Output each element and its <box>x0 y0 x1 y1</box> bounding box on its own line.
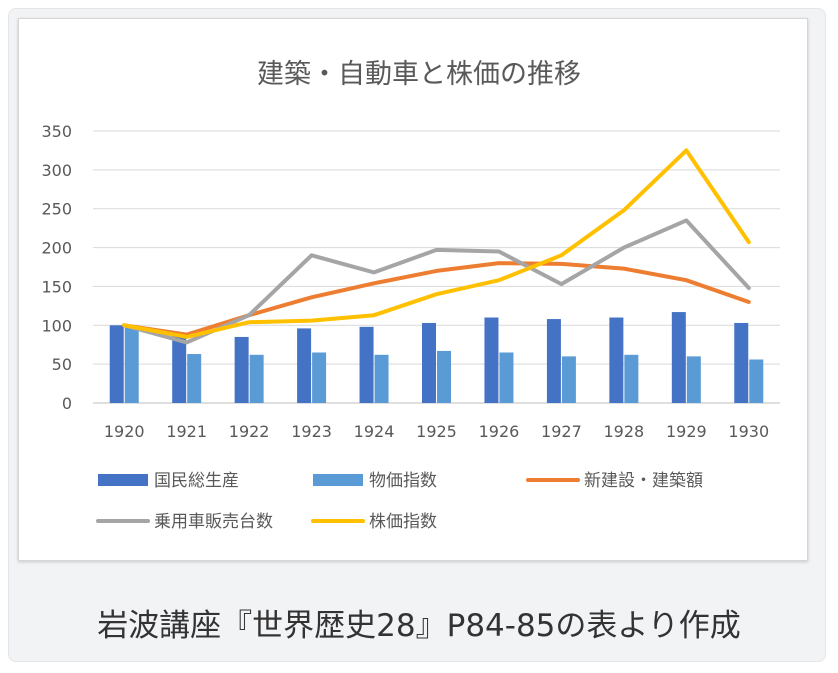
lines <box>122 148 751 345</box>
bar-国民総生産 <box>546 319 561 403</box>
y-tick-label: 0 <box>62 394 72 413</box>
grid <box>93 130 780 404</box>
bar-物価指数 <box>499 352 514 403</box>
legend-swatch <box>313 474 363 486</box>
y-tick-label: 100 <box>41 316 72 335</box>
bar-物価指数 <box>561 356 576 403</box>
line-乗用車販売台数 <box>122 218 751 345</box>
figure-caption: 岩波講座『世界歴史28』P84-85の表より作成 <box>97 608 741 644</box>
y-tick-label: 300 <box>41 161 72 180</box>
x-axis-labels: 1920 1921 1922 1923 1924 1925 1926 1927 1928 1929… <box>104 422 769 441</box>
y-tick-label: 250 <box>41 200 72 219</box>
x-tick-label: 1924 <box>354 422 395 441</box>
chart-title: 建築・自動車と株価の推移 <box>257 59 581 90</box>
x-tick-label: 1926 <box>479 422 520 441</box>
bar-国民総生産 <box>671 312 686 403</box>
bar-物価指数 <box>124 325 139 403</box>
legend-label: 株価指数 <box>369 512 437 532</box>
legend-label: 物価指数 <box>369 471 437 491</box>
legend-label: 国民総生産 <box>154 471 239 491</box>
bar-国民総生産 <box>109 325 124 403</box>
x-tick-label: 1920 <box>104 422 145 441</box>
x-tick-label: 1922 <box>229 422 270 441</box>
x-tick-label: 1923 <box>291 422 332 441</box>
bar-国民総生産 <box>297 328 312 403</box>
x-tick-label: 1928 <box>604 422 645 441</box>
bar-国民総生産 <box>422 322 436 403</box>
bar-物価指数 <box>686 356 701 403</box>
legend-label: 乗用車販売台数 <box>154 512 273 532</box>
bar-国民総生産 <box>359 326 374 403</box>
legend-label: 新建設・建築額 <box>584 471 703 491</box>
x-tick-label: 1929 <box>666 422 707 441</box>
y-axis-labels: 0 50 100 150 200 250 300 350 <box>41 122 72 413</box>
bar-国民総生産 <box>172 334 187 403</box>
line-株価指数 <box>122 148 751 339</box>
bar-国民総生産 <box>484 317 499 403</box>
y-tick-label: 200 <box>41 239 72 258</box>
x-tick-label: 1930 <box>728 422 769 441</box>
x-tick-label: 1921 <box>166 422 207 441</box>
y-tick-label: 150 <box>41 277 72 296</box>
y-tick-label: 50 <box>52 355 72 374</box>
bar-物価指数 <box>437 350 451 403</box>
bar-物価指数 <box>187 354 202 403</box>
line-新建設・建築額 <box>122 261 751 337</box>
bar-国民総生産 <box>734 322 749 403</box>
y-tick-label: 350 <box>41 122 72 141</box>
bar-物価指数 <box>312 352 327 403</box>
bar-国民総生産 <box>234 336 249 403</box>
chart-card <box>18 18 808 561</box>
bar-物価指数 <box>624 354 639 403</box>
bar-国民総生産 <box>609 317 624 403</box>
bar-物価指数 <box>249 354 264 403</box>
bar-物価指数 <box>749 359 764 403</box>
x-tick-label: 1925 <box>416 422 457 441</box>
bars <box>109 312 764 403</box>
bar-物価指数 <box>374 354 389 403</box>
legend-swatch <box>98 474 148 486</box>
x-tick-label: 1927 <box>541 422 582 441</box>
